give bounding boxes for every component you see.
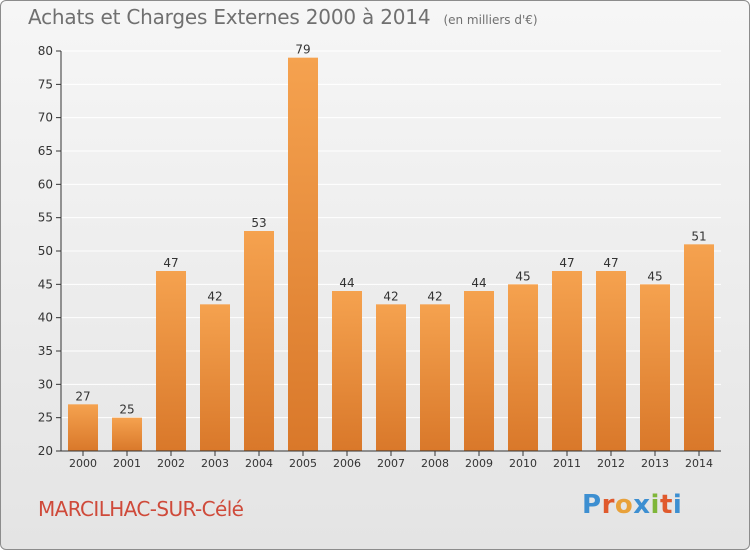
x-tick-label: 2010	[509, 457, 537, 470]
data-label: 79	[295, 43, 310, 57]
y-tick-label: 25	[38, 411, 53, 425]
bar	[376, 304, 406, 451]
bars	[68, 57, 714, 452]
y-tick-label: 20	[38, 444, 53, 458]
data-label: 42	[427, 289, 442, 303]
bar	[112, 417, 142, 451]
proxiti-logo: Proxiti	[582, 490, 683, 520]
x-tick-label: 2014	[685, 457, 713, 470]
chart-title-block: Achats et Charges Externes 2000 à 2014 (…	[28, 5, 538, 29]
labels: 20 25 30 35 40 45 50 55 60 65 70 75 80 27 2000 25 2001 47…	[38, 43, 713, 470]
bar	[200, 304, 230, 451]
x-tick-label: 2013	[641, 457, 669, 470]
x-tick-label: 2004	[245, 457, 273, 470]
place-name: MARCILHAC-SUR-Célé	[38, 497, 244, 521]
axes	[56, 50, 721, 456]
data-label: 42	[207, 289, 222, 303]
bar	[288, 57, 318, 452]
y-tick-label: 65	[38, 144, 53, 158]
x-tick-label: 2008	[421, 457, 449, 470]
data-label: 53	[251, 216, 266, 230]
x-tick-label: 2003	[201, 457, 229, 470]
bar	[420, 304, 450, 451]
y-tick-label: 45	[38, 277, 53, 291]
data-label: 47	[603, 256, 618, 270]
bar	[684, 244, 714, 451]
data-label: 47	[163, 256, 178, 270]
y-tick-label: 55	[38, 211, 53, 225]
bar	[552, 271, 582, 451]
x-tick-label: 2006	[333, 457, 361, 470]
bar	[244, 231, 274, 451]
x-tick-label: 2002	[157, 457, 185, 470]
y-tick-label: 50	[38, 244, 53, 258]
y-tick-label: 75	[38, 77, 53, 91]
y-tick-label: 80	[38, 44, 53, 58]
bar	[332, 291, 362, 451]
bar	[596, 271, 626, 451]
bar	[464, 291, 494, 451]
x-tick-label: 2001	[113, 457, 141, 470]
y-tick-label: 35	[38, 344, 53, 358]
bar	[508, 284, 538, 451]
bar	[68, 404, 98, 451]
x-tick-label: 2009	[465, 457, 493, 470]
y-tick-label: 60	[38, 177, 53, 191]
x-tick-label: 2012	[597, 457, 625, 470]
y-tick-label: 30	[38, 377, 53, 391]
data-label: 45	[647, 269, 662, 283]
data-label: 25	[119, 403, 134, 417]
chart-title: Achats et Charges Externes 2000 à 2014	[28, 5, 431, 29]
bar	[640, 284, 670, 451]
y-tick-label: 70	[38, 111, 53, 125]
x-tick-label: 2011	[553, 457, 581, 470]
data-label: 42	[383, 289, 398, 303]
data-label: 45	[515, 269, 530, 283]
x-tick-label: 2005	[289, 457, 317, 470]
data-label: 27	[75, 389, 90, 403]
x-tick-label: 2000	[69, 457, 97, 470]
data-label: 44	[471, 276, 486, 290]
data-label: 47	[559, 256, 574, 270]
data-label: 51	[691, 229, 706, 243]
chart-unit: (en milliers d'€)	[443, 13, 538, 27]
data-label: 44	[339, 276, 354, 290]
x-tick-label: 2007	[377, 457, 405, 470]
bar	[156, 271, 186, 451]
y-tick-label: 40	[38, 311, 53, 325]
